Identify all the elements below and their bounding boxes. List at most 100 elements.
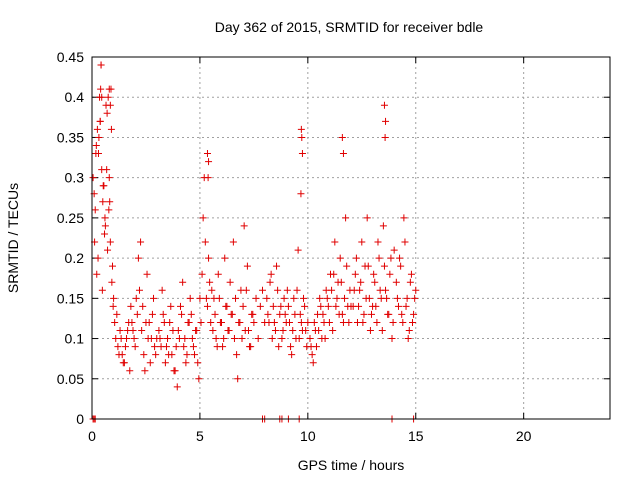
data-point	[105, 206, 113, 214]
data-point	[375, 254, 383, 262]
data-point	[405, 327, 413, 335]
data-point	[95, 133, 103, 141]
data-point	[101, 214, 109, 222]
data-point	[106, 101, 114, 109]
data-point	[278, 335, 286, 343]
data-point	[116, 327, 124, 335]
data-point	[220, 335, 228, 343]
data-point	[393, 294, 401, 302]
data-point	[169, 327, 177, 335]
data-point	[409, 318, 417, 326]
data-point	[203, 150, 211, 158]
data-point	[296, 310, 304, 318]
data-point	[396, 254, 404, 262]
data-point	[229, 238, 237, 246]
data-point	[89, 174, 97, 182]
data-point	[105, 85, 113, 93]
data-point	[273, 262, 281, 270]
data-point	[326, 270, 334, 278]
data-point	[182, 359, 190, 367]
data-point	[155, 327, 163, 335]
data-point	[138, 327, 146, 335]
data-point	[297, 318, 305, 326]
data-point	[232, 294, 240, 302]
data-point	[212, 335, 220, 343]
data-point	[244, 327, 252, 335]
data-point	[399, 318, 407, 326]
data-point	[161, 359, 169, 367]
data-point	[411, 294, 419, 302]
data-point	[128, 318, 136, 326]
data-point	[110, 294, 118, 302]
y-tick-label: 0.4	[65, 89, 85, 105]
data-point	[323, 294, 331, 302]
data-point	[366, 327, 374, 335]
data-point	[397, 262, 405, 270]
data-point	[135, 286, 143, 294]
data-point	[132, 294, 140, 302]
axis-ticks	[91, 56, 610, 420]
data-point	[156, 335, 164, 343]
data-point	[188, 335, 196, 343]
data-point	[143, 270, 151, 278]
data-point	[271, 327, 279, 335]
data-point	[179, 278, 187, 286]
data-point	[203, 302, 211, 310]
data-point	[106, 238, 114, 246]
data-point	[130, 335, 138, 343]
data-point	[225, 327, 233, 335]
data-point	[383, 294, 391, 302]
data-point	[101, 230, 109, 238]
data-point	[288, 351, 296, 359]
data-point	[105, 174, 113, 182]
data-point	[404, 335, 412, 343]
data-point	[109, 262, 117, 270]
data-point	[205, 158, 213, 166]
data-point	[269, 302, 277, 310]
data-point	[372, 302, 380, 310]
data-point	[201, 238, 209, 246]
data-point	[360, 310, 368, 318]
data-point	[189, 343, 197, 351]
data-point	[175, 335, 183, 343]
data-point	[195, 375, 203, 383]
data-point	[194, 359, 202, 367]
data-point	[311, 327, 319, 335]
data-point	[233, 351, 241, 359]
data-point	[298, 133, 306, 141]
data-point	[254, 335, 262, 343]
data-point	[187, 310, 195, 318]
data-point	[380, 262, 388, 270]
data-point	[318, 335, 326, 343]
y-tick-label: 0	[76, 411, 84, 427]
data-point	[91, 206, 99, 214]
data-point	[322, 286, 330, 294]
data-point	[99, 198, 107, 206]
data-point	[119, 359, 127, 367]
data-point	[316, 294, 324, 302]
data-point	[320, 318, 328, 326]
data-point	[238, 335, 246, 343]
data-point	[103, 109, 111, 117]
data-point	[324, 302, 332, 310]
x-tick-labels: 0 5 10 15 20	[88, 428, 532, 444]
data-point	[382, 117, 390, 125]
data-point	[93, 270, 101, 278]
data-point	[294, 246, 302, 254]
data-point	[389, 318, 397, 326]
data-point	[338, 133, 346, 141]
data-point	[379, 222, 387, 230]
data-point	[223, 302, 231, 310]
data-point	[109, 302, 117, 310]
data-point	[394, 302, 402, 310]
data-point	[298, 327, 306, 335]
x-tick-label: 0	[88, 428, 96, 444]
data-point	[266, 278, 274, 286]
data-point	[267, 270, 275, 278]
data-point	[335, 310, 343, 318]
data-point	[264, 310, 272, 318]
data-point	[97, 61, 105, 69]
y-tick-label: 0.2	[65, 250, 85, 266]
data-point	[140, 351, 148, 359]
x-tick-label: 10	[300, 428, 316, 444]
